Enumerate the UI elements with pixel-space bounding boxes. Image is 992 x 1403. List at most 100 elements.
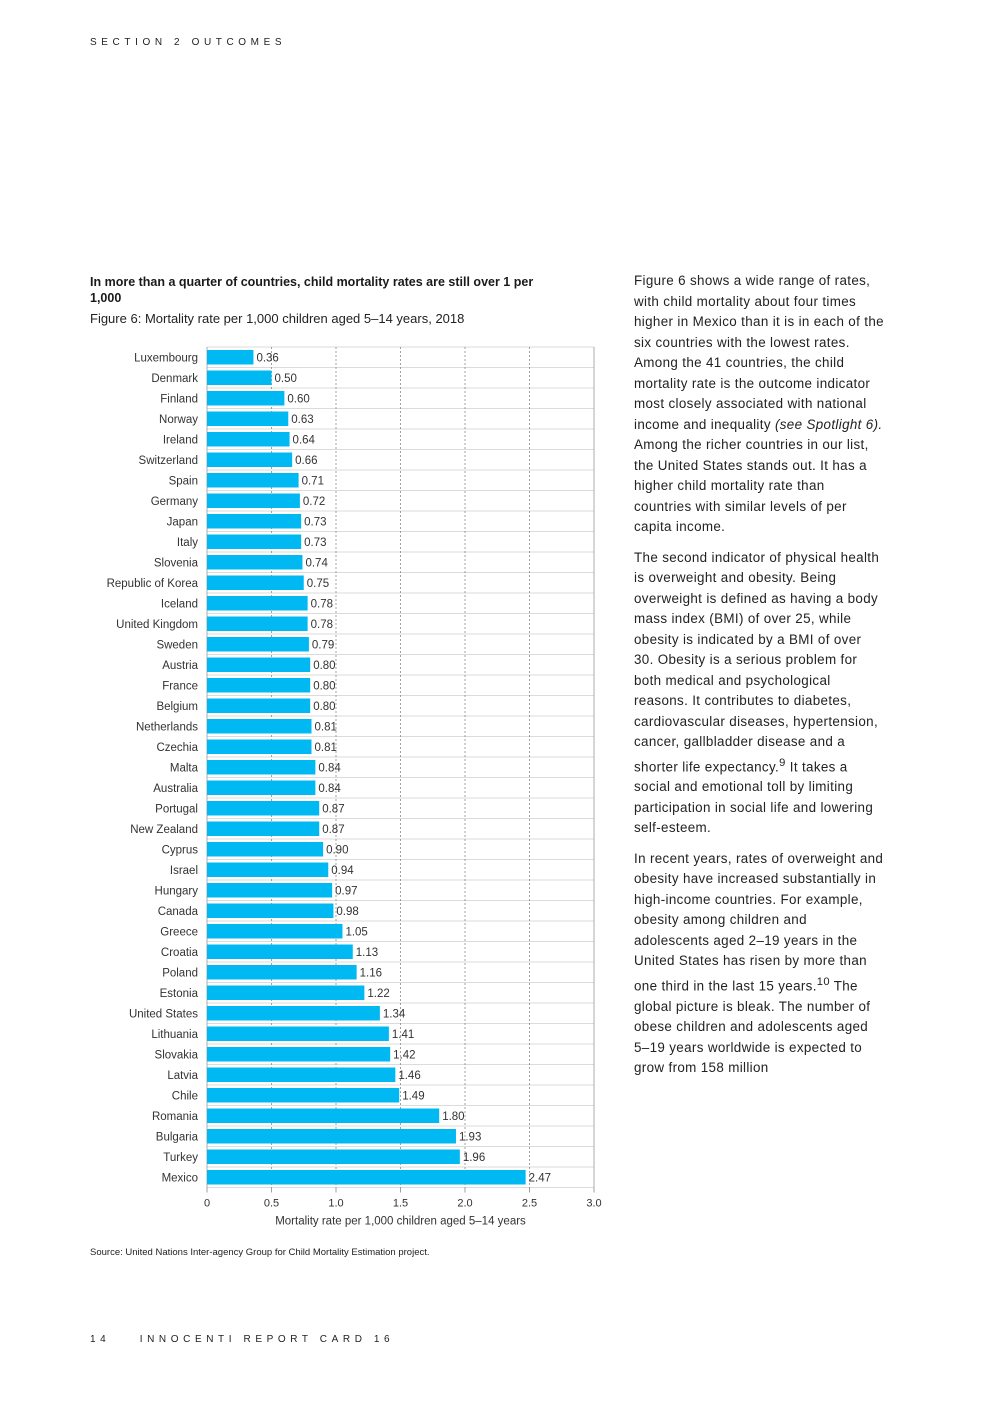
bar-romania xyxy=(207,1108,440,1123)
value-label: 0.73 xyxy=(304,516,326,528)
footnote-ref-10[interactable]: 10 xyxy=(816,975,830,988)
bar-czechia xyxy=(207,739,312,754)
bar-republic-of-korea xyxy=(207,575,304,590)
bar-united-kingdom xyxy=(207,616,308,631)
value-label: 0.90 xyxy=(326,844,348,856)
section-header: SECTION 2 OUTCOMES xyxy=(90,37,287,48)
bar-slovenia xyxy=(207,555,303,570)
bar-australia xyxy=(207,780,316,795)
category-label: Croatia xyxy=(161,947,199,959)
category-label: United Kingdom xyxy=(116,619,198,631)
category-label: Sweden xyxy=(156,639,198,651)
body-text: Figure 6 shows a wide range of rates, wi… xyxy=(634,271,884,1089)
value-label: 0.81 xyxy=(314,742,336,754)
category-label: Norway xyxy=(159,414,198,426)
category-label: France xyxy=(162,680,198,692)
bar-new-zealand xyxy=(207,821,320,836)
bar-netherlands xyxy=(207,719,312,734)
category-label: Slovenia xyxy=(154,557,199,569)
category-label: Republic of Korea xyxy=(107,578,199,590)
category-label: Netherlands xyxy=(136,721,198,733)
bar-italy xyxy=(207,534,302,549)
value-label: 0.87 xyxy=(322,803,344,815)
value-label: 1.46 xyxy=(398,1070,420,1082)
category-label: Finland xyxy=(160,393,198,405)
value-label: 0.50 xyxy=(275,373,297,385)
category-label: Luxembourg xyxy=(134,352,198,364)
value-label: 1.93 xyxy=(459,1131,481,1143)
value-label: 0.64 xyxy=(293,434,316,446)
category-label: Israel xyxy=(170,865,198,877)
value-label: 0.97 xyxy=(335,885,357,897)
category-label: Canada xyxy=(158,906,199,918)
bar-hungary xyxy=(207,883,333,898)
category-label: Germany xyxy=(151,496,199,508)
value-label: 1.96 xyxy=(463,1152,485,1164)
value-label: 0.81 xyxy=(314,721,336,733)
category-label: Chile xyxy=(172,1090,198,1102)
bar-united-states xyxy=(207,1006,380,1021)
category-label: Mexico xyxy=(162,1172,198,1184)
bar-cyprus xyxy=(207,842,324,857)
value-label: 1.13 xyxy=(356,947,378,959)
bar-iceland xyxy=(207,596,308,611)
figure-heading: In more than a quarter of countries, chi… xyxy=(90,275,534,305)
bar-finland xyxy=(207,391,285,406)
category-label: Iceland xyxy=(161,598,198,610)
value-label: 0.72 xyxy=(303,496,325,508)
figure-caption: Figure 6: Mortality rate per 1,000 child… xyxy=(90,311,464,326)
value-label: 2.47 xyxy=(529,1172,551,1184)
category-label: Romania xyxy=(152,1111,199,1123)
bar-croatia xyxy=(207,944,353,959)
category-label: Cyprus xyxy=(162,844,199,856)
bar-slovakia xyxy=(207,1047,391,1062)
category-label: Czechia xyxy=(156,742,198,754)
bar-latvia xyxy=(207,1067,396,1082)
category-label: Slovakia xyxy=(155,1049,199,1061)
value-label: 0.78 xyxy=(311,619,333,631)
category-label: Belgium xyxy=(156,701,198,713)
category-label: Italy xyxy=(177,537,198,549)
value-label: 0.78 xyxy=(311,598,333,610)
bar-greece xyxy=(207,924,343,939)
bar-poland xyxy=(207,965,357,980)
bar-denmark xyxy=(207,370,272,385)
x-tick-label: 1.0 xyxy=(328,1198,343,1210)
bar-france xyxy=(207,678,311,693)
category-label: United States xyxy=(129,1008,198,1020)
value-label: 0.36 xyxy=(256,352,278,364)
value-label: 1.16 xyxy=(360,967,382,979)
bar-estonia xyxy=(207,985,365,1000)
bar-sweden xyxy=(207,637,309,652)
category-label: Denmark xyxy=(151,373,198,385)
category-label: New Zealand xyxy=(130,824,198,836)
value-label: 1.42 xyxy=(393,1049,415,1061)
value-label: 1.80 xyxy=(442,1111,464,1123)
category-label: Japan xyxy=(167,516,198,528)
x-tick-label: 2.0 xyxy=(457,1198,472,1210)
x-tick-label: 0 xyxy=(204,1198,210,1210)
bar-luxembourg xyxy=(207,350,254,365)
value-label: 0.98 xyxy=(336,906,358,918)
bar-spain xyxy=(207,473,299,488)
x-tick-label: 0.5 xyxy=(264,1198,279,1210)
bar-bulgaria xyxy=(207,1129,456,1144)
category-label: Spain xyxy=(169,475,198,487)
category-label: Australia xyxy=(153,783,198,795)
category-label: Poland xyxy=(162,967,198,979)
value-label: 1.41 xyxy=(392,1029,414,1041)
category-label: Estonia xyxy=(160,988,199,1000)
value-label: 0.87 xyxy=(322,824,344,836)
value-label: 0.75 xyxy=(307,578,329,590)
paragraph-2: The second indicator of physical health … xyxy=(634,549,880,836)
x-tick-label: 1.5 xyxy=(393,1198,408,1210)
bar-japan xyxy=(207,514,302,529)
bar-portugal xyxy=(207,801,320,816)
value-label: 1.22 xyxy=(367,988,389,1000)
bar-belgium xyxy=(207,698,311,713)
footnote-ref-9[interactable]: 9 xyxy=(779,756,786,769)
bar-lithuania xyxy=(207,1026,389,1041)
value-label: 0.63 xyxy=(291,414,313,426)
page-footer: 14 INNOCENTI REPORT CARD 16 xyxy=(90,1334,394,1345)
category-label: Malta xyxy=(170,762,199,774)
